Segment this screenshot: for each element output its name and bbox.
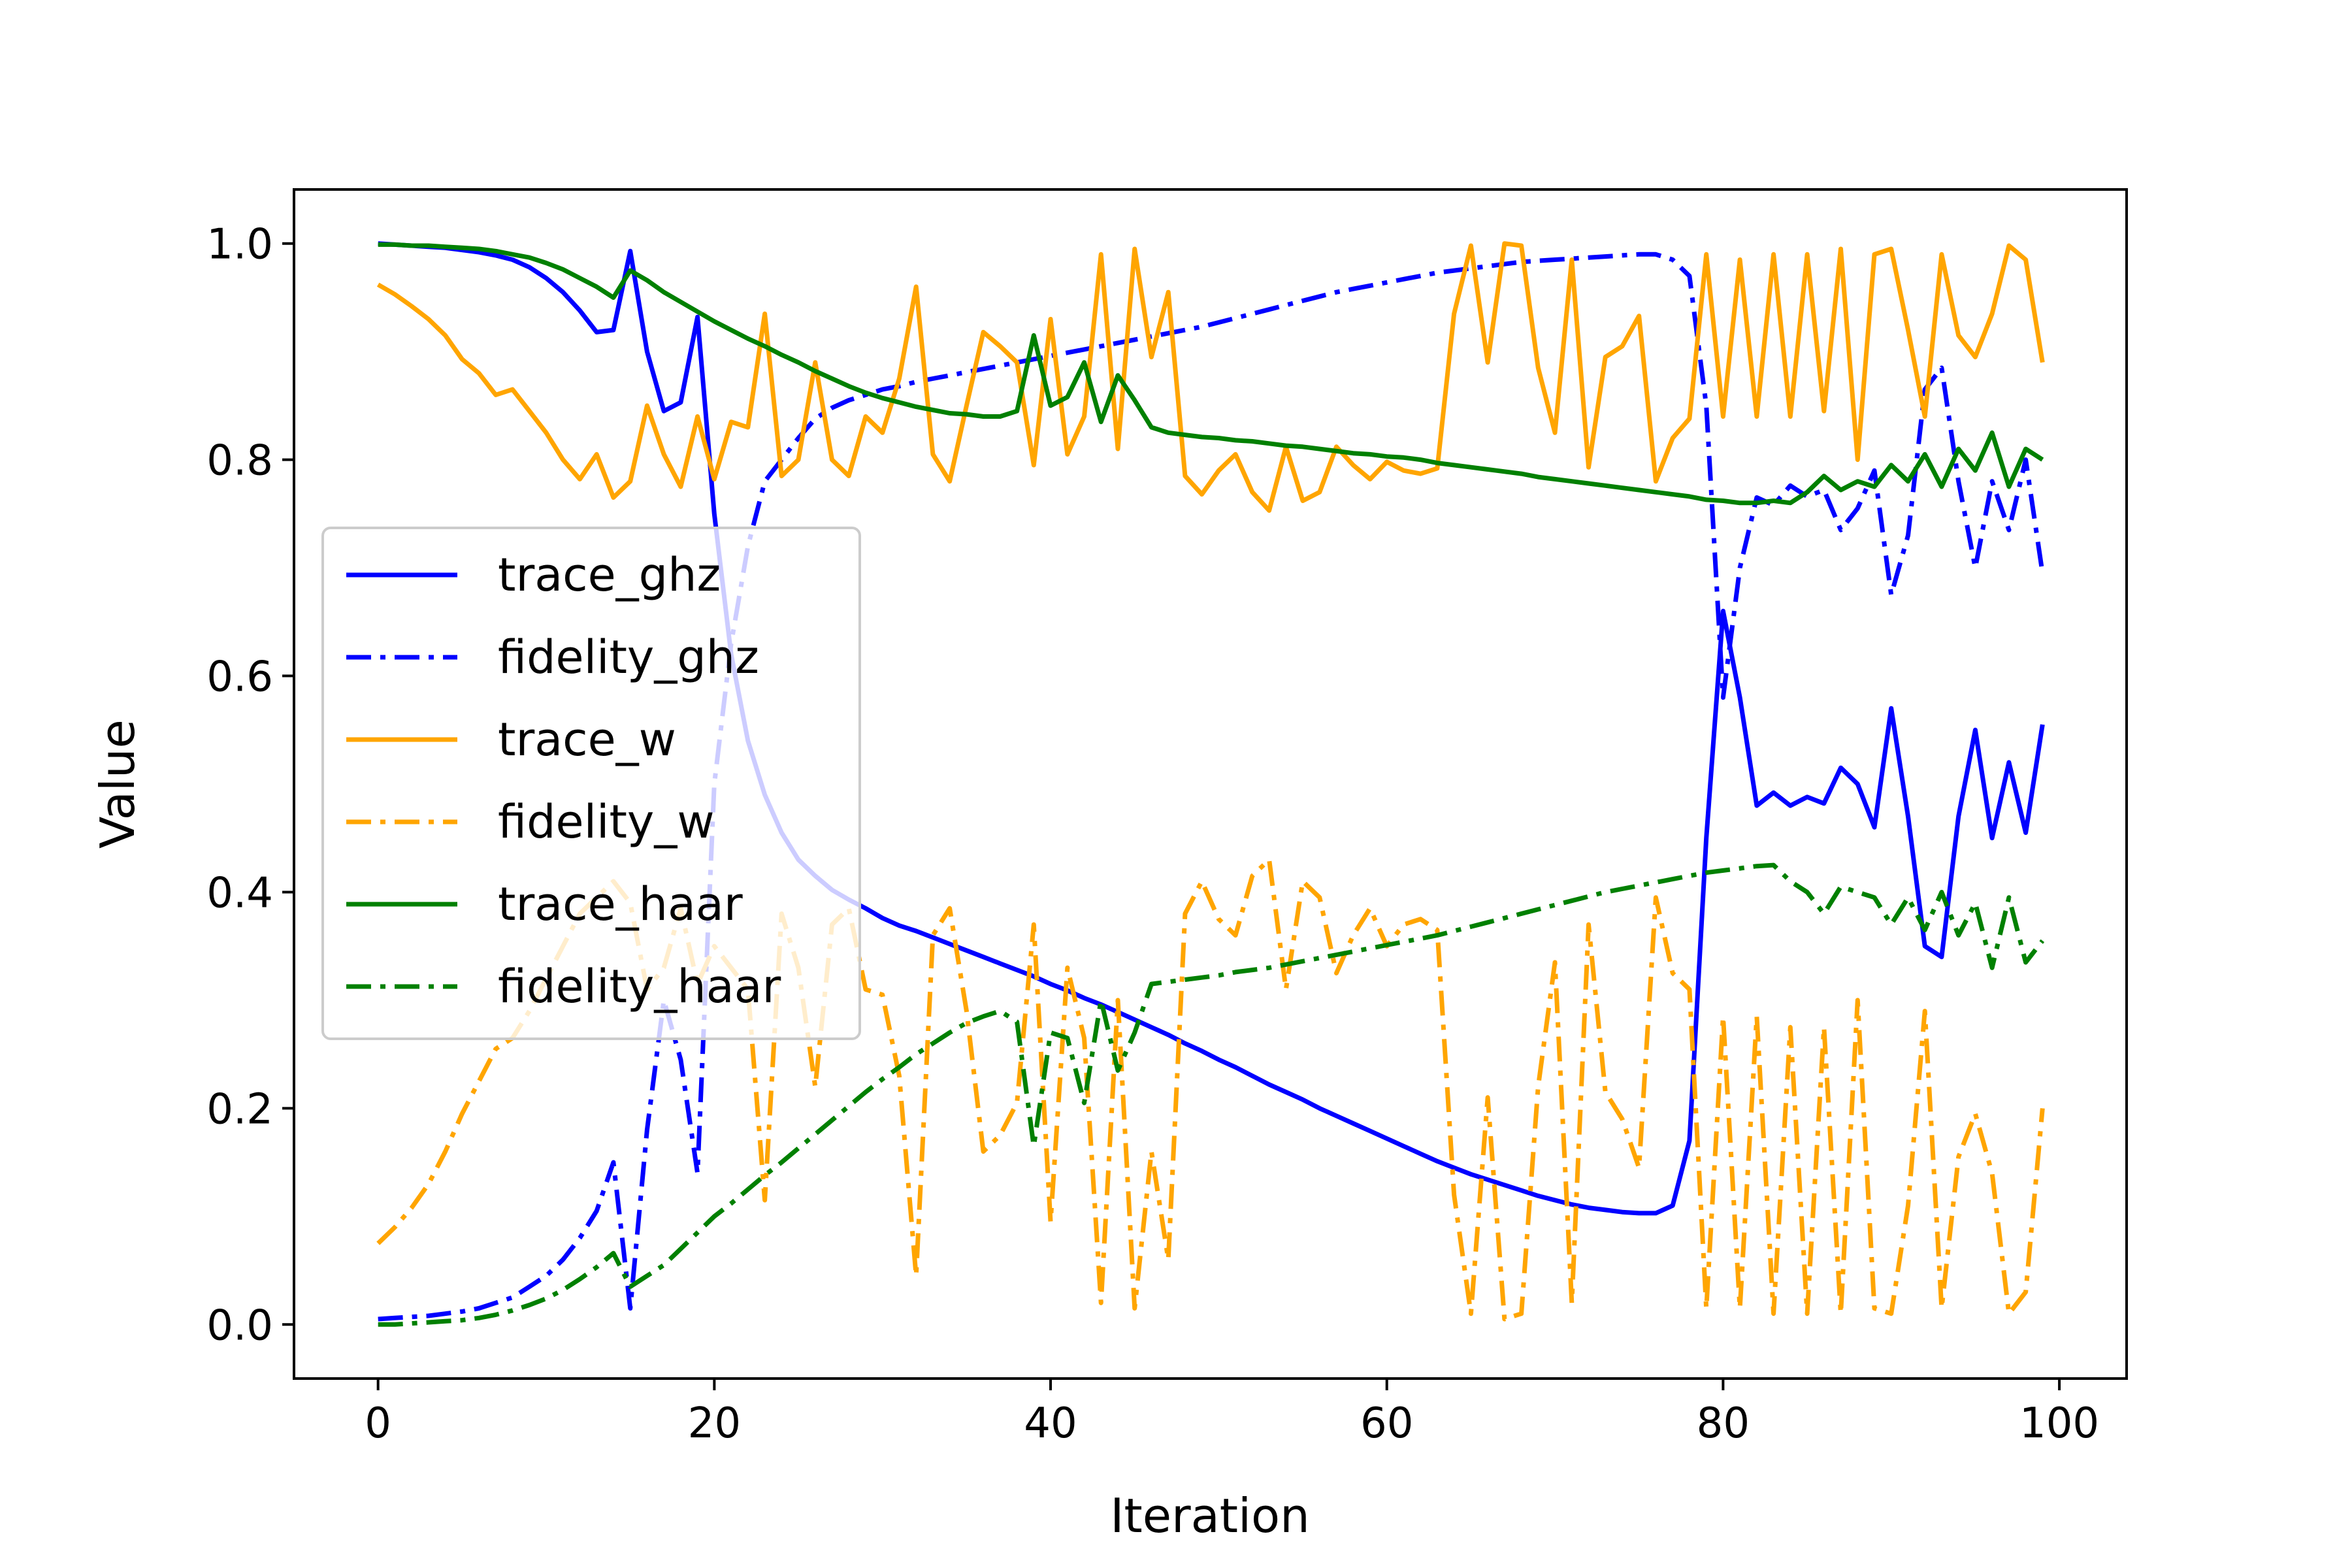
legend-label-trace-ghz: trace_ghz <box>498 548 721 602</box>
series-layer <box>376 241 2045 1327</box>
legend-entries: trace_ghz fidelity_ghz trace_w fidelity_wtr… <box>346 548 781 1013</box>
series-line-trace-ghz <box>378 241 2045 1216</box>
y-tick-label: 0.0 <box>206 1301 273 1350</box>
y-tick-label: 0.2 <box>206 1085 273 1134</box>
x-tick-label: 60 <box>1360 1399 1413 1448</box>
legend-label-trace-w: trace_w <box>498 713 676 766</box>
y-tick-label: 0.6 <box>206 653 273 702</box>
y-tick-label: 0.4 <box>206 869 273 917</box>
legend-label-fidelity-w: fidelity_w <box>498 795 715 849</box>
x-axis-label: Iteration <box>1110 1488 1309 1543</box>
x-tick-label: 40 <box>1024 1399 1077 1448</box>
y-tick-label: 1.0 <box>206 221 273 269</box>
x-tick-label: 80 <box>1697 1399 1750 1448</box>
x-tick-label: 20 <box>688 1399 741 1448</box>
x-tick-label: 0 <box>365 1399 391 1448</box>
y-tick-label: 0.8 <box>206 437 273 485</box>
legend-label-fidelity-haar: fidelity_haar <box>498 960 781 1013</box>
series-line-fidelity-haar <box>378 862 2045 1327</box>
legend: trace_ghz fidelity_ghz trace_w fidelity_wtr… <box>321 527 861 1040</box>
plot-frame <box>293 188 2128 1380</box>
series-line-trace-w <box>376 241 2045 513</box>
x-tick-label: 100 <box>2019 1399 2099 1448</box>
y-axis-label: Value <box>90 719 145 849</box>
x-axis: 0 20 40 60 80 100 <box>365 1379 2099 1448</box>
series-line-trace-haar <box>378 242 2044 506</box>
legend-label-fidelity-ghz: fidelity_ghz <box>498 630 759 684</box>
y-axis: 0.0 0.2 0.4 0.6 0.8 1.0 <box>206 221 294 1350</box>
legend-label-trace-haar: trace_haar <box>498 877 743 931</box>
